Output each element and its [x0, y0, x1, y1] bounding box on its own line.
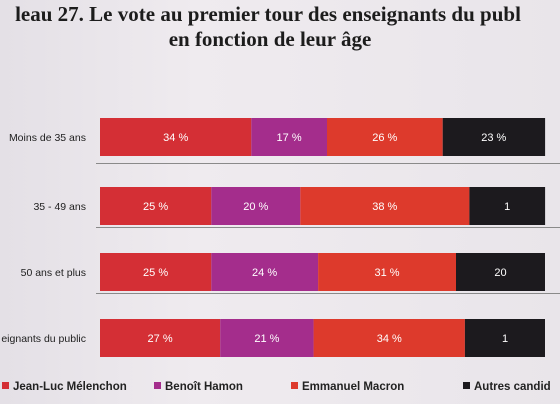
legend-swatch-macron	[291, 382, 298, 389]
legend-item-autres: Autres candid	[463, 381, 551, 393]
chart-title-line-1: leau 27. Le vote au premier tour des ens…	[15, 2, 521, 26]
legend-label: Jean-Luc Mélenchon	[13, 381, 127, 393]
bar-segment	[211, 187, 301, 225]
row-divider	[96, 227, 560, 228]
bar-segment	[313, 319, 465, 357]
chart-legend: Jean-Luc Mélenchon Benoît Hamon Emmanuel…	[0, 381, 560, 399]
row-divider	[96, 163, 560, 164]
category-label: eignants du public	[1, 333, 86, 345]
data-label: 26 %	[372, 132, 397, 144]
data-label: 20	[494, 267, 506, 279]
chart-title-line-2: en fonction de leur âge	[168, 27, 372, 51]
row-divider	[96, 293, 560, 294]
data-label: 27 %	[148, 333, 173, 345]
data-label: 17 %	[277, 132, 302, 144]
data-label: 1	[502, 333, 508, 345]
bar-segment	[464, 319, 545, 357]
data-label: 31 %	[374, 267, 399, 279]
data-label: 25 %	[143, 267, 168, 279]
data-label: 38 %	[372, 201, 397, 213]
bar-segment	[456, 253, 545, 291]
category-label: 35 - 49 ans	[33, 201, 86, 213]
bar-segment	[100, 253, 212, 291]
data-label: 1	[504, 201, 510, 213]
data-label: 21 %	[254, 333, 279, 345]
category-label: 50 ans et plus	[21, 267, 86, 279]
legend-swatch-autres	[463, 382, 470, 389]
bar-segment	[100, 118, 252, 156]
data-label: 24 %	[252, 267, 277, 279]
bar-segment	[442, 118, 546, 156]
bar-segment	[300, 187, 470, 225]
legend-swatch-hamon	[154, 382, 161, 389]
data-label: 25 %	[143, 201, 168, 213]
data-label: 34 %	[377, 333, 402, 345]
legend-label: Autres candid	[474, 381, 551, 393]
data-label: 23 %	[481, 132, 506, 144]
bar-segment	[251, 118, 327, 156]
data-label: 34 %	[163, 132, 188, 144]
bar-segment	[318, 253, 457, 291]
bar-segment	[327, 118, 443, 156]
bar-segment	[100, 319, 221, 357]
chart-title: leau 27. Le vote au premier tour des ens…	[0, 2, 560, 52]
legend-label: Benoît Hamon	[165, 381, 243, 393]
bar-segment	[211, 253, 319, 291]
data-label: 20 %	[243, 201, 268, 213]
stacked-bar-chart: Moins de 35 ans 34 % 17 % 26 % 23 % 35 - 49 a…	[1, 118, 546, 357]
bar-segment	[220, 319, 314, 357]
legend-swatch-melenchon	[2, 382, 9, 389]
bar-segment	[469, 187, 546, 225]
legend-label: Emmanuel Macron	[302, 381, 405, 393]
legend-item-melenchon: Jean-Luc Mélenchon	[2, 381, 127, 393]
bar-segment	[100, 187, 212, 225]
legend-item-macron: Emmanuel Macron	[291, 381, 404, 393]
category-label: Moins de 35 ans	[9, 132, 86, 144]
legend-item-hamon: Benoît Hamon	[154, 381, 243, 393]
